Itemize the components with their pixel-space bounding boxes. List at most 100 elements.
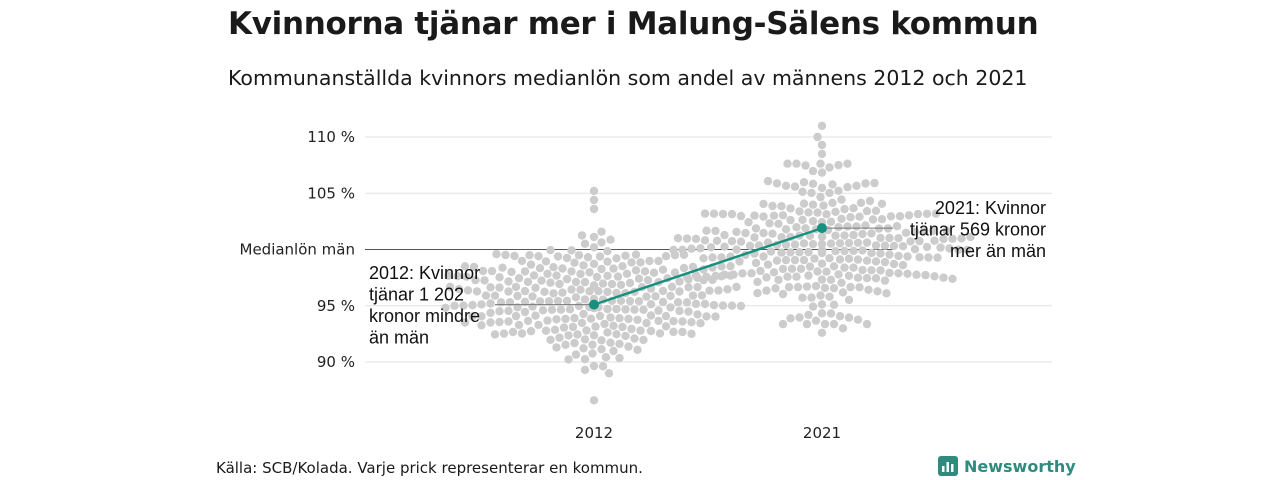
municipality-dot-2021 [771, 284, 780, 293]
municipality-dot-2012 [561, 340, 570, 349]
municipality-dot-2012 [597, 227, 606, 236]
municipality-dot-2021 [808, 302, 818, 311]
municipality-dot-2012 [585, 268, 594, 277]
municipality-dot-2021 [880, 276, 890, 285]
municipality-dot-2012 [682, 298, 692, 307]
municipality-dot-2012 [607, 279, 617, 289]
municipality-dot-2012 [595, 252, 605, 261]
municipality-dot-2012 [661, 252, 671, 261]
municipality-dot-2012 [589, 281, 599, 290]
municipality-dot-2021 [778, 319, 788, 329]
municipality-dot-2021 [903, 269, 912, 278]
annotation-2012-line: kronor mindre [369, 306, 480, 326]
y-tick-label: 90 % [317, 353, 355, 371]
municipality-dot-2021 [867, 229, 876, 238]
municipality-dot-2021 [817, 300, 827, 309]
municipality-dot-2021 [892, 222, 902, 231]
municipality-dot-2012 [486, 308, 495, 318]
municipality-dot-2012 [558, 288, 567, 297]
municipality-dot-2012 [579, 261, 588, 270]
municipality-dot-2021 [774, 275, 783, 285]
municipality-dot-2012 [535, 297, 545, 306]
municipality-dot-2021 [819, 201, 828, 210]
municipality-dot-2021 [862, 238, 872, 247]
municipality-dot-2012 [591, 322, 600, 331]
municipality-dot-2012 [669, 316, 678, 326]
municipality-dot-2012 [684, 307, 693, 316]
municipality-dot-2012 [589, 331, 599, 340]
municipality-dot-2021 [904, 211, 914, 220]
municipality-dot-2021 [817, 275, 827, 284]
municipality-dot-2021 [876, 266, 885, 275]
municipality-dot-2021 [826, 309, 836, 318]
municipality-dot-2012 [571, 350, 581, 359]
municipality-dot-2021 [732, 227, 741, 237]
municipality-dot-2012 [606, 235, 615, 244]
municipality-dot-2021 [795, 248, 804, 257]
municipality-dot-2021 [736, 211, 746, 221]
municipality-dot-2012 [615, 353, 624, 363]
municipality-dot-2012 [501, 250, 510, 260]
municipality-dot-2021 [826, 217, 836, 226]
municipality-dot-2012 [580, 277, 590, 287]
municipality-dot-2021 [799, 239, 809, 248]
municipality-dot-2012 [600, 319, 609, 329]
municipality-dot-2021 [822, 210, 831, 219]
municipality-dot-2012 [526, 260, 536, 269]
municipality-dot-2012 [691, 299, 701, 309]
municipality-dot-2012 [589, 195, 599, 205]
municipality-dot-2021 [816, 291, 825, 300]
municipality-dot-2012 [559, 323, 569, 332]
municipality-dot-2012 [561, 314, 570, 324]
municipality-dot-2021 [886, 212, 896, 221]
municipality-dot-2012 [481, 291, 491, 300]
municipality-dot-2021 [838, 288, 848, 297]
x-tick-label: 2012 [575, 424, 613, 442]
municipality-dot-2021 [837, 214, 846, 223]
municipality-dot-2021 [687, 244, 696, 253]
municipality-dot-2012 [634, 297, 644, 306]
brand-name: Newsworthy [964, 456, 1076, 476]
municipality-dot-2021 [871, 274, 881, 283]
municipality-dot-2021 [840, 246, 849, 256]
municipality-dot-2021 [673, 234, 683, 243]
municipality-dot-2021 [820, 319, 830, 329]
municipality-dot-2012 [700, 299, 710, 309]
municipality-dot-2021 [864, 285, 873, 294]
municipality-dot-2021 [795, 313, 804, 322]
municipality-dot-2021 [799, 178, 809, 187]
municipality-dot-2012 [556, 305, 566, 314]
municipality-dot-2021 [768, 229, 777, 238]
municipality-dot-2012 [616, 296, 626, 305]
municipality-dot-2021 [750, 233, 759, 242]
municipality-dot-2012 [667, 282, 677, 291]
municipality-dot-2012 [624, 342, 633, 351]
municipality-dot-2012 [567, 285, 576, 294]
municipality-dot-2021 [876, 233, 885, 243]
municipality-dot-2012 [553, 252, 563, 261]
municipality-dot-2021 [846, 213, 855, 222]
municipality-dot-2021 [792, 223, 801, 232]
municipality-dot-2021 [849, 246, 858, 255]
municipality-dot-2012 [571, 293, 581, 302]
municipality-dot-2021 [781, 181, 791, 190]
municipality-dot-2021 [763, 260, 773, 269]
municipality-dot-2012 [718, 301, 728, 310]
annotation-2012-line: 2012: Kvinnor [369, 263, 480, 283]
municipality-dot-2012 [567, 246, 576, 255]
municipality-dot-2012 [544, 297, 554, 306]
municipality-dot-2012 [625, 296, 635, 306]
municipality-dot-2021 [867, 248, 876, 258]
municipality-dot-2012 [486, 283, 495, 292]
municipality-dot-2012 [654, 306, 663, 315]
municipality-dot-2021 [727, 209, 737, 219]
municipality-dot-2012 [693, 310, 702, 319]
municipality-dot-2012 [495, 317, 504, 327]
municipality-dot-2021 [849, 204, 858, 213]
municipality-dot-2021 [853, 273, 863, 282]
municipality-dot-2021 [777, 248, 786, 257]
municipality-dot-2012 [486, 299, 495, 308]
annotation-2021-line: 2021: Kvinnor [935, 198, 1046, 218]
brand-logo: Newsworthy [938, 456, 1076, 476]
municipality-dot-2012 [609, 346, 618, 356]
